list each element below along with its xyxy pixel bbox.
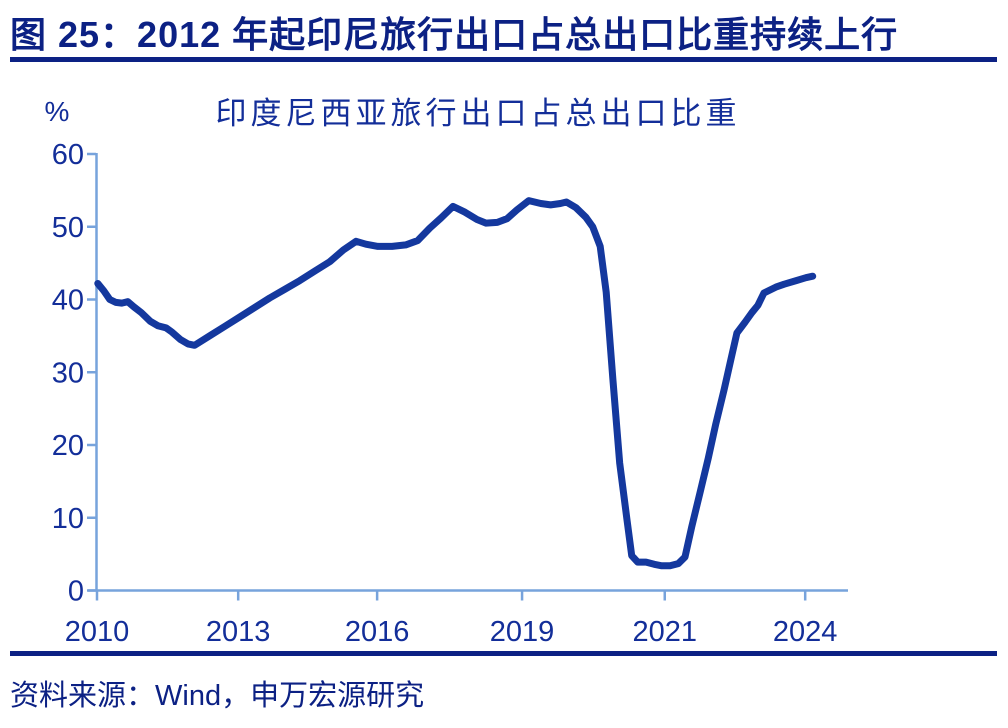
- x-axis: 2010 2013 2016 2019 2021 2024: [65, 590, 838, 648]
- x-tick-label: 2019: [490, 616, 555, 648]
- x-tick-label: 2024: [773, 616, 838, 648]
- y-axis: 0 10 20 30 40 50 60: [52, 139, 96, 608]
- series-line: [94, 197, 817, 570]
- y-tick-label: 10: [52, 503, 84, 535]
- x-tick-label: 2016: [345, 616, 410, 648]
- x-tick-label: 2021: [632, 616, 697, 648]
- y-tick-label: 40: [52, 285, 84, 317]
- header-rule: [10, 57, 997, 62]
- x-tick-label: 2010: [65, 616, 130, 648]
- y-tick-label: 20: [52, 430, 84, 462]
- y-tick-label: 50: [52, 212, 84, 244]
- chart-title: 印度尼西亚旅行出口占总出口比重: [216, 96, 741, 131]
- source-note: 资料来源：Wind，申万宏源研究: [10, 680, 425, 712]
- x-tick-label: 2013: [206, 616, 271, 648]
- footer-rule: [10, 651, 997, 656]
- y-tick-label: 30: [52, 357, 84, 389]
- figure-title: 图 25：2012 年起印尼旅行出口占总出口比重持续上行: [10, 14, 899, 55]
- y-tick-label: 0: [68, 576, 84, 608]
- y-axis-unit-label: %: [45, 96, 70, 127]
- y-tick-label: 60: [52, 139, 84, 171]
